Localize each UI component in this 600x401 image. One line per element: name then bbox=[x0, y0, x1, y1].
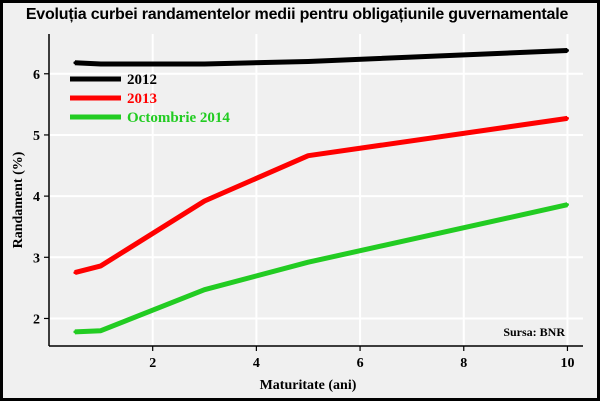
data-point bbox=[565, 203, 569, 207]
legend-entry: 2012 bbox=[127, 72, 157, 88]
source-note: Sursa: BNR bbox=[503, 325, 565, 339]
legend-entry: 2013 bbox=[127, 91, 157, 107]
data-point bbox=[73, 61, 77, 65]
data-point bbox=[99, 264, 103, 268]
y-tick-label: 4 bbox=[33, 190, 40, 205]
y-tick-label: 6 bbox=[33, 68, 40, 83]
data-point bbox=[565, 116, 569, 120]
x-tick-label: 8 bbox=[460, 356, 467, 371]
y-axis-label: Randament (%) bbox=[11, 151, 26, 248]
x-tick-label: 2 bbox=[149, 356, 156, 371]
data-point bbox=[203, 199, 207, 203]
data-point bbox=[306, 60, 310, 64]
legend-entry: Octombrie 2014 bbox=[127, 110, 230, 126]
data-point bbox=[306, 260, 310, 264]
plot-area bbox=[49, 34, 583, 346]
data-point bbox=[73, 271, 77, 275]
y-tick-label: 5 bbox=[33, 129, 40, 144]
data-point bbox=[203, 62, 207, 66]
data-point bbox=[99, 62, 103, 66]
data-point bbox=[203, 288, 207, 292]
data-point bbox=[306, 154, 310, 158]
data-point bbox=[99, 329, 103, 333]
y-tick-label: 2 bbox=[33, 312, 40, 327]
data-point bbox=[73, 330, 77, 334]
x-tick-label: 6 bbox=[357, 356, 364, 371]
x-tick-label: 10 bbox=[560, 356, 574, 371]
x-axis-label: Maturitate (ani) bbox=[260, 378, 357, 393]
x-tick-label: 4 bbox=[253, 356, 260, 371]
chart-title: Evoluția curbei randamentelor medii pent… bbox=[25, 6, 569, 23]
y-tick-label: 3 bbox=[33, 251, 40, 266]
data-point bbox=[565, 49, 569, 53]
